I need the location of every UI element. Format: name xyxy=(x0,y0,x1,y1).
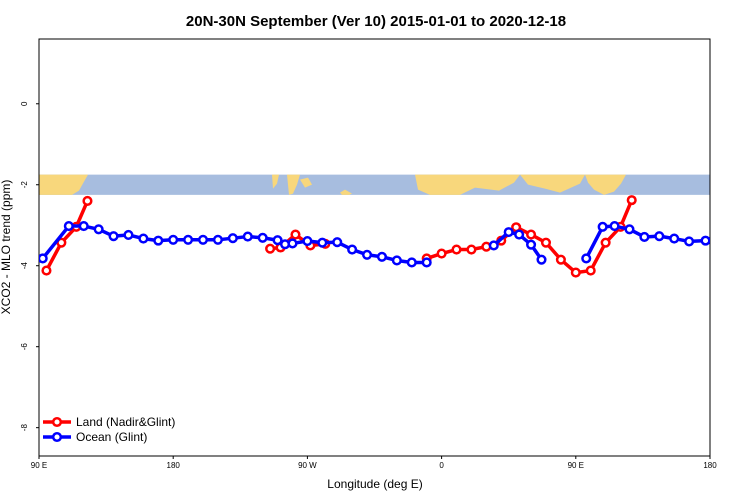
ocean-point xyxy=(347,244,358,255)
ocean-point xyxy=(376,251,388,262)
ocean-point xyxy=(654,231,665,242)
ocean-point xyxy=(39,253,48,264)
land-shape xyxy=(340,189,352,195)
ocean-point xyxy=(287,238,298,249)
land-shape xyxy=(39,174,88,195)
x-tick-label: 180 xyxy=(167,461,181,470)
ocean-point xyxy=(488,240,499,251)
ocean-point xyxy=(581,253,592,264)
land-point xyxy=(570,267,581,278)
ocean-point xyxy=(108,231,119,242)
ocean-point xyxy=(153,235,164,246)
x-tick-label: 0 xyxy=(439,461,444,470)
ocean-point xyxy=(332,237,343,248)
ocean-point xyxy=(272,235,283,246)
land-point xyxy=(436,248,447,259)
y-tick-label: -6 xyxy=(20,343,29,351)
x-tick-label: 90 E xyxy=(31,461,47,470)
ocean-point xyxy=(242,231,253,242)
ocean-point xyxy=(406,257,417,268)
land-shape xyxy=(520,174,585,193)
ocean-point xyxy=(197,234,209,245)
land-shape xyxy=(498,176,503,181)
ocean-point xyxy=(391,255,402,266)
ocean-point xyxy=(257,232,268,243)
ocean-point xyxy=(609,220,620,232)
ocean-point xyxy=(624,224,635,235)
ocean-point xyxy=(317,237,328,248)
land-point xyxy=(600,237,611,248)
land-series-line xyxy=(44,200,90,272)
ocean-point xyxy=(421,257,432,268)
land-shape xyxy=(300,177,312,188)
ocean-point xyxy=(700,235,710,246)
ocean-point xyxy=(63,220,74,232)
ocean-point xyxy=(669,233,680,244)
land-series xyxy=(41,195,637,278)
y-tick-label: -4 xyxy=(20,262,29,270)
y-tick-label: -2 xyxy=(20,181,29,189)
legend-land-label: Land (Nadir&Glint) xyxy=(76,415,175,429)
world-map-band xyxy=(39,174,710,195)
land-shape xyxy=(585,174,626,195)
ocean-point xyxy=(123,229,134,240)
y-axis: 0 -2 -4 -6 -8 xyxy=(20,101,39,431)
ocean-point xyxy=(227,233,238,244)
land-point xyxy=(540,237,552,248)
land-shape xyxy=(415,174,520,195)
ocean-point xyxy=(514,229,525,240)
chart-title: 20N-30N September (Ver 10) 2015-01-01 to… xyxy=(186,13,566,30)
ocean-point xyxy=(684,236,695,247)
ocean-point xyxy=(212,234,223,245)
land-point xyxy=(41,265,52,276)
legend-ocean-marker xyxy=(51,431,63,443)
ocean-point xyxy=(526,239,537,250)
plot-frame xyxy=(38,38,711,457)
land-point xyxy=(555,254,566,265)
legend: Land (Nadir&Glint)Ocean (Glint) xyxy=(43,415,175,444)
ocean-series xyxy=(39,220,710,268)
land-point xyxy=(451,244,462,255)
x-tick-label: 180 xyxy=(703,461,717,470)
series-layer xyxy=(39,195,710,278)
ocean-point xyxy=(168,234,179,245)
x-tick-label: 90 W xyxy=(298,461,317,470)
ocean-point xyxy=(93,224,104,235)
legend-ocean-label: Ocean (Glint) xyxy=(76,430,147,444)
y-axis-label: XCO2 - MLO trend (ppm) xyxy=(0,180,13,315)
y-tick-label: -8 xyxy=(20,424,29,432)
land-point xyxy=(265,243,276,254)
x-tick-label: 90 E xyxy=(568,461,584,470)
land-point xyxy=(290,229,301,240)
x-axis: 90 E 180 90 W 0 90 E 180 xyxy=(31,456,717,470)
land-point xyxy=(585,265,596,276)
land-point xyxy=(466,244,477,255)
land-shape xyxy=(287,174,300,195)
land-shape xyxy=(272,174,279,189)
legend-land-marker xyxy=(51,416,63,428)
y-tick-label: 0 xyxy=(20,101,29,106)
ocean-point xyxy=(138,233,149,244)
x-axis-label: Longitude (deg E) xyxy=(327,477,422,491)
land-point xyxy=(526,229,537,240)
ocean-point xyxy=(503,227,514,238)
ocean-point xyxy=(361,249,373,260)
ocean-point xyxy=(597,221,608,232)
land-point xyxy=(82,195,93,206)
land-point xyxy=(626,195,637,206)
ocean-point xyxy=(302,235,313,247)
ocean-point xyxy=(78,220,89,232)
ocean-point xyxy=(183,234,194,245)
ocean-point xyxy=(536,254,547,265)
ocean-point xyxy=(639,231,650,243)
